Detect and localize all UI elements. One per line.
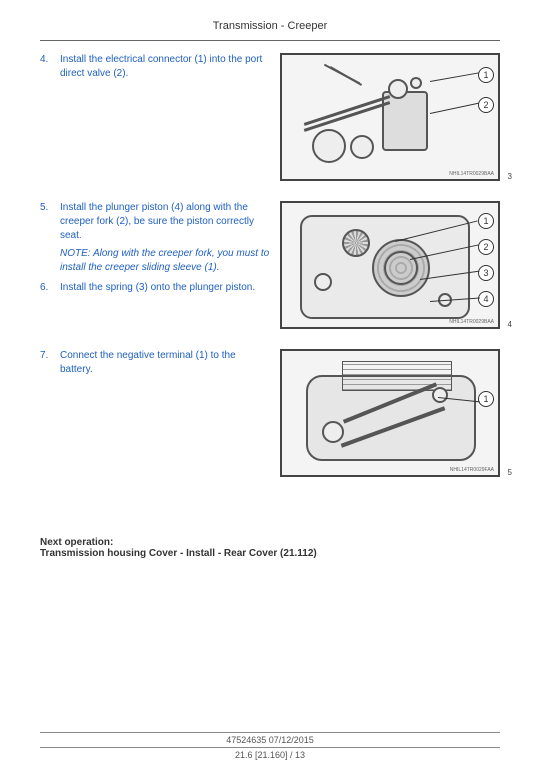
- step-number: 6.: [40, 281, 54, 295]
- list-item: 5. Install the plunger piston (4) along …: [40, 201, 270, 243]
- page-footer: 47524635 07/12/2015 21.6 [21.160] / 13: [0, 730, 540, 770]
- figure-4: NHIL14TR0029BAA: [280, 201, 500, 329]
- next-operation-label: Next operation:: [40, 537, 500, 548]
- step-block: 7. Connect the negative terminal (1) to …: [40, 349, 500, 477]
- page-content: Transmission - Creeper 4. Install the el…: [0, 0, 540, 559]
- list-item: 4. Install the electrical connector (1) …: [40, 53, 270, 81]
- figure-wrap: NHIL14TR0029FAA 1 5: [280, 349, 500, 477]
- list-item: 7. Connect the negative terminal (1) to …: [40, 349, 270, 377]
- footer-divider: [40, 732, 500, 733]
- figure-caption: NHIL14TR0029BAA: [449, 319, 494, 325]
- step-instruction: Install the spring (3) onto the plunger …: [60, 281, 255, 295]
- callout-label: 3: [478, 265, 494, 281]
- figure-wrap: NHIL14TR0029BAA 1 2 3 4 4: [280, 201, 500, 329]
- step-text: 7. Connect the negative terminal (1) to …: [40, 349, 270, 381]
- step-text: 5. Install the plunger piston (4) along …: [40, 201, 270, 299]
- callout-label: 2: [478, 97, 494, 113]
- figure-caption: NHIL14TR0029FAA: [450, 467, 494, 473]
- callout-label: 1: [478, 67, 494, 83]
- figure-5: NHIL14TR0029FAA: [280, 349, 500, 477]
- step-number: 5.: [40, 201, 54, 243]
- callout-label: 4: [478, 291, 494, 307]
- step-note: NOTE: Along with the creeper fork, you m…: [60, 247, 270, 275]
- callout-label: 1: [478, 391, 494, 407]
- callout-label: 1: [478, 213, 494, 229]
- step-instruction: Install the electrical connector (1) int…: [60, 53, 270, 81]
- figure-wrap: NHIL14TR0029BAA 1 2 3: [280, 53, 500, 181]
- next-operation: Next operation: Transmission housing Cov…: [40, 537, 500, 559]
- figure-number: 5: [508, 468, 512, 477]
- step-number: 4.: [40, 53, 54, 81]
- footer-doc-id: 47524635 07/12/2015: [0, 735, 540, 745]
- footer-page-num: 21.6 [21.160] / 13: [0, 750, 540, 760]
- page-title: Transmission - Creeper: [40, 20, 500, 40]
- step-number: 7.: [40, 349, 54, 377]
- figure-3: NHIL14TR0029BAA: [280, 53, 500, 181]
- step-instruction: Install the plunger piston (4) along wit…: [60, 201, 270, 243]
- list-item: 6. Install the spring (3) onto the plung…: [40, 281, 270, 295]
- next-operation-text: Transmission housing Cover - Install - R…: [40, 548, 500, 559]
- step-block: 5. Install the plunger piston (4) along …: [40, 201, 500, 329]
- footer-divider: [40, 747, 500, 748]
- figure-number: 3: [508, 172, 512, 181]
- step-instruction: Connect the negative terminal (1) to the…: [60, 349, 270, 377]
- callout-label: 2: [478, 239, 494, 255]
- step-text: 4. Install the electrical connector (1) …: [40, 53, 270, 85]
- figure-caption: NHIL14TR0029BAA: [449, 171, 494, 177]
- figure-number: 4: [508, 320, 512, 329]
- step-block: 4. Install the electrical connector (1) …: [40, 53, 500, 181]
- header-divider: [40, 40, 500, 41]
